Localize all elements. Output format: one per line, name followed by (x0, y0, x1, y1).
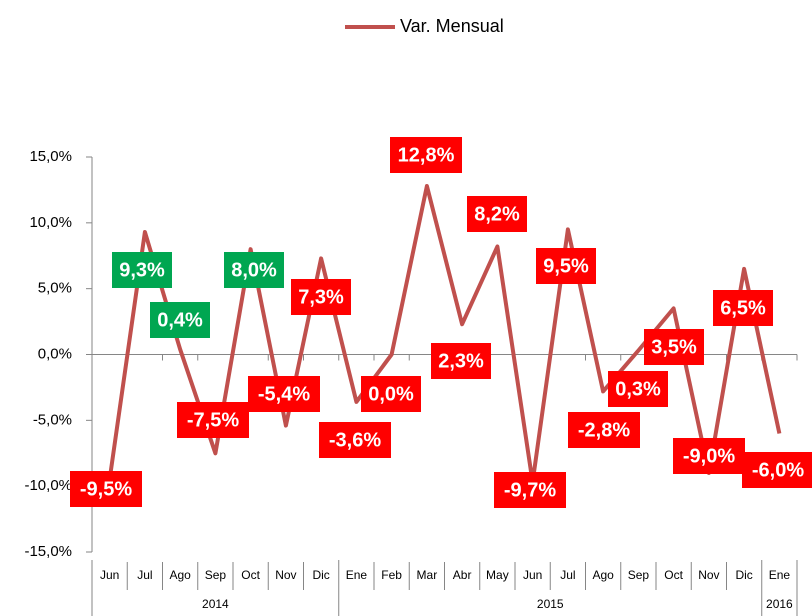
x-tick-label: Nov (275, 568, 296, 582)
data-label-box (361, 376, 421, 412)
data-label: 12,8% (398, 144, 455, 166)
data-label: 0,4% (157, 309, 203, 331)
x-tick-label: Jul (137, 568, 152, 582)
data-label-box (150, 302, 210, 338)
y-tick-label: -10,0% (24, 477, 72, 494)
data-label: 6,5% (720, 297, 766, 319)
data-label-box (467, 196, 527, 232)
data-label: 9,5% (543, 255, 589, 277)
data-label: -5,4% (258, 383, 310, 405)
data-label-group: 9,5% (536, 248, 596, 284)
data-label-group: 7,3% (291, 279, 351, 315)
data-label: 0,0% (368, 383, 414, 405)
x-tick-label: Jul (560, 568, 575, 582)
group-label: 2016 (766, 597, 793, 611)
data-label: 8,0% (231, 259, 277, 281)
data-label: 3,5% (651, 336, 697, 358)
data-label-box (673, 438, 745, 474)
data-label-group: 0,3% (608, 371, 668, 407)
data-label-box (224, 252, 284, 288)
data-label-group: -7,5% (177, 402, 249, 438)
data-label: -9,0% (683, 445, 735, 467)
data-label-box (248, 376, 320, 412)
x-tick-label: Nov (698, 568, 719, 582)
data-label-box (713, 290, 773, 326)
data-label: -9,5% (80, 478, 132, 500)
y-tick-label: -15,0% (24, 543, 72, 560)
data-label-box (177, 402, 249, 438)
data-label-group: 0,4% (150, 302, 210, 338)
x-tick-label: Sep (205, 568, 227, 582)
data-label-group: 8,2% (467, 196, 527, 232)
data-label-group: -9,0% (673, 438, 745, 474)
data-label-group: 0,0% (361, 376, 421, 412)
data-label-group: 12,8% (390, 137, 462, 173)
y-tick-label: -5,0% (33, 411, 72, 428)
data-label-box (494, 472, 566, 508)
data-label: 9,3% (119, 259, 165, 281)
data-label-box (70, 471, 142, 507)
data-label-group: -3,6% (319, 422, 391, 458)
x-tick-label: Sep (628, 568, 650, 582)
data-label: 0,3% (615, 378, 661, 400)
data-label: -9,7% (504, 479, 556, 501)
data-label: 2,3% (438, 350, 484, 372)
x-tick-label: Dic (735, 568, 752, 582)
group-label: 2015 (537, 597, 564, 611)
group-label: 2014 (202, 597, 229, 611)
data-label-group: -2,8% (568, 412, 640, 448)
data-label-box (568, 412, 640, 448)
x-tick-label: Jun (523, 568, 542, 582)
x-tick-label: May (486, 568, 509, 582)
data-label-box (112, 252, 172, 288)
y-tick-label: 0,0% (38, 345, 72, 362)
legend-label: Var. Mensual (400, 16, 504, 36)
x-tick-label: Oct (241, 568, 260, 582)
x-tick-label: Feb (381, 568, 402, 582)
data-label: 7,3% (298, 286, 344, 308)
data-label-box (291, 279, 351, 315)
data-label: -3,6% (329, 429, 381, 451)
data-label-box (742, 452, 812, 488)
x-tick-label: Ene (769, 568, 791, 582)
x-tick-label: Mar (417, 568, 438, 582)
data-label-box (319, 422, 391, 458)
x-tick-label: Oct (664, 568, 683, 582)
data-label-group: -5,4% (248, 376, 320, 412)
data-label-box (390, 137, 462, 173)
x-tick-label: Jun (100, 568, 119, 582)
data-label-group: 3,5% (644, 329, 704, 365)
data-label: 8,2% (474, 203, 520, 225)
x-tick-label: Abr (453, 568, 472, 582)
y-tick-label: 5,0% (38, 280, 72, 297)
x-tick-label: Ago (169, 568, 191, 582)
data-label-group: 8,0% (224, 252, 284, 288)
data-label-group: 2,3% (431, 343, 491, 379)
y-tick-label: 10,0% (29, 214, 72, 231)
data-label-box (431, 343, 491, 379)
y-tick-label: 15,0% (29, 148, 72, 165)
data-label: -7,5% (187, 409, 239, 431)
x-tick-label: Dic (312, 568, 329, 582)
x-tick-label: Ene (346, 568, 368, 582)
x-tick-label: Ago (592, 568, 614, 582)
data-label-group: 6,5% (713, 290, 773, 326)
data-label: -6,0% (752, 459, 804, 481)
data-label-box (536, 248, 596, 284)
data-label-box (644, 329, 704, 365)
data-label-box (608, 371, 668, 407)
data-label-group: -6,0% (742, 452, 812, 488)
data-label-group: 9,3% (112, 252, 172, 288)
data-label-group: -9,5% (70, 471, 142, 507)
data-label-group: -9,7% (494, 472, 566, 508)
data-label: -2,8% (578, 419, 630, 441)
